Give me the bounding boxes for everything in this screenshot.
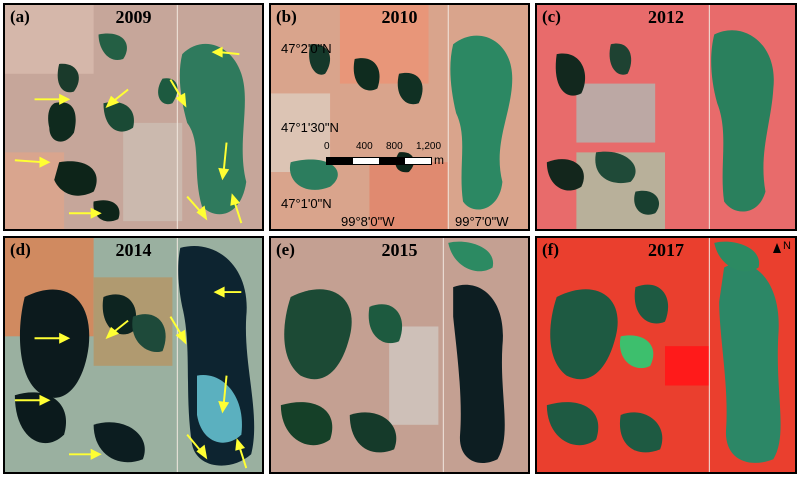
panel-label: (c): [542, 7, 561, 26]
satellite-image-d: [5, 238, 262, 472]
satellite-image-e: [271, 238, 528, 472]
scale-tick: 800: [386, 141, 403, 152]
scale-unit: m: [434, 153, 444, 167]
panel-label: (d): [10, 240, 31, 259]
satellite-image-f: [537, 238, 795, 472]
scale-tick: 400: [356, 141, 373, 152]
scale-tick: 0: [324, 141, 330, 152]
arrows-d: [14, 286, 248, 469]
panel-b: (b) 2010 47°2'0"N 47°1'30"N 47°1'0"N 99°…: [269, 3, 530, 231]
satellite-image-c: [537, 5, 795, 229]
scale-bar-graphic: [326, 157, 432, 165]
satellite-image-a: [5, 5, 262, 229]
north-arrow-icon: [773, 243, 781, 253]
panel-f: (f) 2017 N: [535, 236, 797, 474]
panel-label: (e): [276, 240, 295, 259]
panel-label: (f): [542, 240, 559, 259]
scale-bar: 0 400 800 1,200 m: [324, 141, 444, 167]
longitude-label: 99°7'0"W: [455, 214, 509, 229]
panel-year: 2015: [381, 240, 418, 260]
latitude-label: 47°1'30"N: [281, 120, 339, 135]
arrows-a: [14, 46, 243, 224]
latitude-label: 47°1'0"N: [281, 196, 332, 211]
satellite-image-b: [271, 5, 528, 229]
panel-year: 2014: [115, 240, 152, 260]
panel-label: (a): [10, 7, 30, 26]
panel-c: (c) 2012: [535, 3, 797, 231]
latitude-label: 47°2'0"N: [281, 41, 332, 56]
panel-d: (d) 2014: [3, 236, 264, 474]
panel-year: 2010: [381, 7, 418, 27]
panel-year: 2009: [115, 7, 152, 27]
panel-a: (a) 2009: [3, 3, 264, 231]
panel-year: 2017: [648, 240, 684, 260]
scale-tick: 1,200: [416, 141, 442, 152]
longitude-label: 99°8'0"W: [341, 214, 395, 229]
panel-year: 2012: [648, 7, 684, 27]
panel-label: (b): [276, 7, 297, 26]
panel-e: (e) 2015: [269, 236, 530, 474]
north-arrow-label: N: [783, 240, 791, 252]
